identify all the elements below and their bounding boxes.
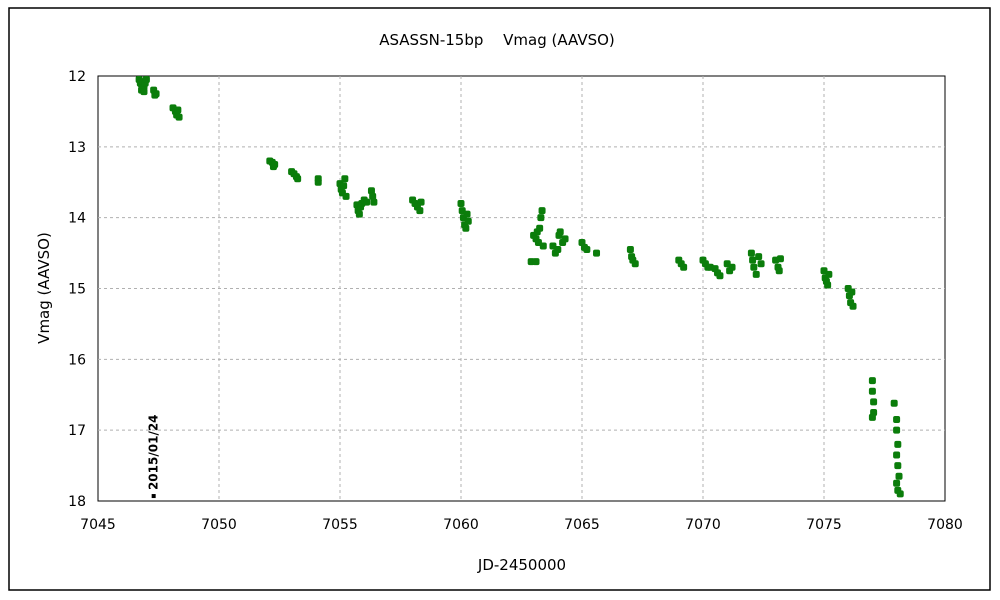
data-point xyxy=(824,281,832,289)
data-point xyxy=(870,398,878,406)
data-point xyxy=(464,217,472,225)
data-point xyxy=(462,224,470,232)
x-tick-labels: 7045 7050 7055 7060 7065 7070 7075 7080 xyxy=(80,517,963,533)
x-tick-label: 7060 xyxy=(443,517,479,533)
y-axis-title: Vmag (AAVSO) xyxy=(35,232,53,344)
data-point xyxy=(626,246,634,254)
data-point xyxy=(367,187,375,195)
annotation-marker xyxy=(151,494,156,499)
x-tick-label: 7065 xyxy=(564,517,600,533)
data-point xyxy=(532,258,540,266)
y-tick-label: 14 xyxy=(68,211,86,227)
data-point xyxy=(752,270,760,278)
data-point xyxy=(538,207,546,215)
data-point xyxy=(890,399,898,407)
data-point xyxy=(417,198,425,206)
data-point xyxy=(716,272,724,280)
data-point xyxy=(561,235,569,243)
data-point xyxy=(775,267,783,275)
data-point xyxy=(556,228,564,236)
data-point xyxy=(894,440,902,448)
data-point xyxy=(893,451,901,459)
data-point xyxy=(894,462,902,470)
x-axis-title: JD-2450000 xyxy=(477,556,566,574)
grid-lines xyxy=(98,76,945,501)
data-point xyxy=(895,472,903,480)
plot-area xyxy=(97,75,946,502)
data-point xyxy=(416,207,424,215)
data-point xyxy=(893,416,901,424)
y-tick-label: 17 xyxy=(68,423,86,439)
data-point xyxy=(175,113,183,121)
x-tick-label: 7070 xyxy=(685,517,721,533)
data-point xyxy=(342,192,350,200)
data-point xyxy=(363,198,371,206)
data-point xyxy=(849,302,857,310)
data-point xyxy=(142,76,150,84)
data-point xyxy=(355,210,363,218)
data-point xyxy=(747,249,755,257)
y-tick-label: 15 xyxy=(68,282,86,298)
data-point xyxy=(868,377,876,385)
x-tick-label: 7050 xyxy=(201,517,237,533)
data-point xyxy=(151,91,159,99)
data-point xyxy=(537,214,545,222)
annotation: 2015/01/24 xyxy=(147,414,161,499)
y-tick-label: 12 xyxy=(68,69,86,85)
data-point xyxy=(893,479,901,487)
data-point xyxy=(140,88,148,96)
y-tick-label: 16 xyxy=(68,352,86,368)
chart-title: ASASSN-15bp Vmag (AAVSO) xyxy=(379,31,615,49)
data-point xyxy=(728,263,736,271)
data-point xyxy=(554,246,562,254)
data-point xyxy=(893,426,901,434)
data-point xyxy=(776,255,784,263)
data-point xyxy=(749,256,757,264)
data-point xyxy=(370,198,378,206)
data-point xyxy=(341,175,349,183)
data-point xyxy=(825,270,833,278)
data-point xyxy=(314,178,322,186)
data-point xyxy=(369,192,377,200)
data-point xyxy=(750,263,758,271)
data-point xyxy=(757,260,765,268)
data-point xyxy=(457,200,465,207)
data-point xyxy=(755,253,763,261)
data-point xyxy=(896,490,904,498)
data-point xyxy=(294,175,302,183)
x-tick-label: 7075 xyxy=(806,517,842,533)
data-point xyxy=(631,260,639,268)
data-point xyxy=(340,182,348,190)
y-tick-labels: 12 13 14 15 16 17 18 xyxy=(68,69,86,510)
data-point xyxy=(680,263,688,271)
data-point xyxy=(848,288,856,296)
x-tick-label: 7055 xyxy=(322,517,358,533)
data-point xyxy=(174,106,182,114)
data-point xyxy=(536,224,544,232)
data-point xyxy=(868,413,876,421)
data-points xyxy=(135,76,904,498)
x-tick-label: 7080 xyxy=(927,517,963,533)
x-tick-label: 7045 xyxy=(80,517,116,533)
data-point xyxy=(463,210,471,218)
data-point xyxy=(583,246,591,254)
data-point xyxy=(271,161,279,169)
y-tick-label: 18 xyxy=(68,494,86,510)
data-point xyxy=(539,242,547,250)
y-tick-label: 13 xyxy=(68,140,86,156)
data-point xyxy=(868,387,876,395)
annotation-label: 2015/01/24 xyxy=(147,414,161,490)
data-point xyxy=(593,249,601,257)
